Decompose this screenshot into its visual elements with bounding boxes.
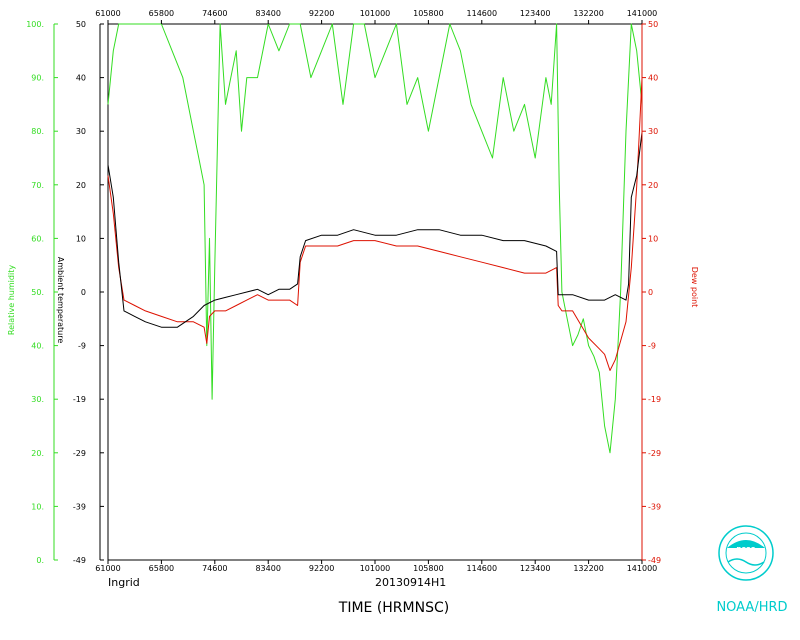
rh-tick-label: 70.	[31, 181, 44, 190]
x-tick-label: 123400	[520, 564, 551, 573]
x-tick-label-top: 141000	[627, 9, 658, 18]
rh-tick-label: 10.	[31, 502, 44, 511]
x-tick-label: 114600	[467, 564, 498, 573]
x-tick-label: 92200	[309, 564, 334, 573]
x-tick-label: 74600	[202, 564, 227, 573]
rh-tick-label: 90.	[31, 74, 44, 83]
x-tick-label-top: 65800	[149, 9, 174, 18]
dew-axis-title: Dew point	[690, 267, 699, 308]
temp-tick-label: 20	[76, 181, 86, 190]
logo-text: noaa	[736, 545, 756, 553]
dew-tick-label: 50	[648, 20, 658, 29]
x-tick-label: 101000	[360, 564, 391, 573]
x-tick-label-top: 101000	[360, 9, 391, 18]
noaa-logo: noaa	[718, 525, 774, 581]
temp-tick-label: -29	[73, 449, 86, 458]
rh-tick-label: 50.	[31, 288, 44, 297]
rh-tick-label: 20.	[31, 449, 44, 458]
x-axis-title: TIME (HRMNSC)	[338, 600, 449, 616]
x-tick-label-top: 114600	[467, 9, 498, 18]
temp-tick-label: -9	[78, 342, 86, 351]
x-tick-label-top: 123400	[520, 9, 551, 18]
temp-tick-label: 10	[76, 234, 86, 243]
x-tick-label: 65800	[149, 564, 174, 573]
x-tick-label-top: 74600	[202, 9, 227, 18]
x-tick-label-top: 83400	[255, 9, 280, 18]
dew-tick-label: 40	[648, 74, 658, 83]
x-tick-label: 61000	[95, 564, 120, 573]
x-tick-label: 83400	[255, 564, 280, 573]
rh-line	[107, 23, 643, 454]
dew-tick-label: -29	[648, 449, 661, 458]
series-layer	[107, 23, 643, 454]
x-tick-label: 141000	[627, 564, 658, 573]
ticks-layer: 61000 61000 65800 65800 74600 74600 83400 83400…	[26, 9, 661, 573]
x-tick-label-top: 132200	[573, 9, 604, 18]
rh-tick-label: 0.	[36, 556, 44, 565]
temp-tick-label: -19	[73, 395, 86, 404]
x-tick-label: 132200	[573, 564, 604, 573]
dew-tick-label: -39	[648, 502, 661, 511]
dew-tick-label: 10	[648, 234, 658, 243]
rh-tick-label: 100.	[26, 20, 44, 29]
flight-label: 20130914H1	[375, 576, 446, 589]
dew-tick-label: -19	[648, 395, 661, 404]
x-tick-label: 105800	[413, 564, 444, 573]
credit-label: NOAA/HRD	[716, 600, 787, 615]
x-tick-label-top: 92200	[309, 9, 334, 18]
dew-tick-label: -9	[648, 342, 656, 351]
dew-point-line	[107, 78, 643, 371]
temp-tick-label: 0	[81, 288, 86, 297]
rh-tick-label: 60.	[31, 234, 44, 243]
temp-tick-label: 50	[76, 20, 86, 29]
x-tick-label-top: 105800	[413, 9, 444, 18]
rh-axis-title: Relative humidity	[7, 265, 16, 335]
temp-tick-label: 30	[76, 127, 86, 136]
temp-axis-title: Ambient temperature	[56, 257, 65, 344]
temp-tick-label: 40	[76, 74, 86, 83]
rh-tick-label: 30.	[31, 395, 44, 404]
dew-tick-label: 20	[648, 181, 658, 190]
storm-label: Ingrid	[108, 576, 140, 589]
dew-tick-label: 30	[648, 127, 658, 136]
rh-tick-label: 80.	[31, 127, 44, 136]
rh-tick-label: 40.	[31, 342, 44, 351]
temp-tick-label: -49	[73, 556, 86, 565]
x-tick-label-top: 61000	[95, 9, 120, 18]
temp-tick-label: -39	[73, 502, 86, 511]
dew-tick-label: 0	[648, 288, 653, 297]
dew-tick-label: -49	[648, 556, 661, 565]
temperature-line	[107, 132, 643, 328]
